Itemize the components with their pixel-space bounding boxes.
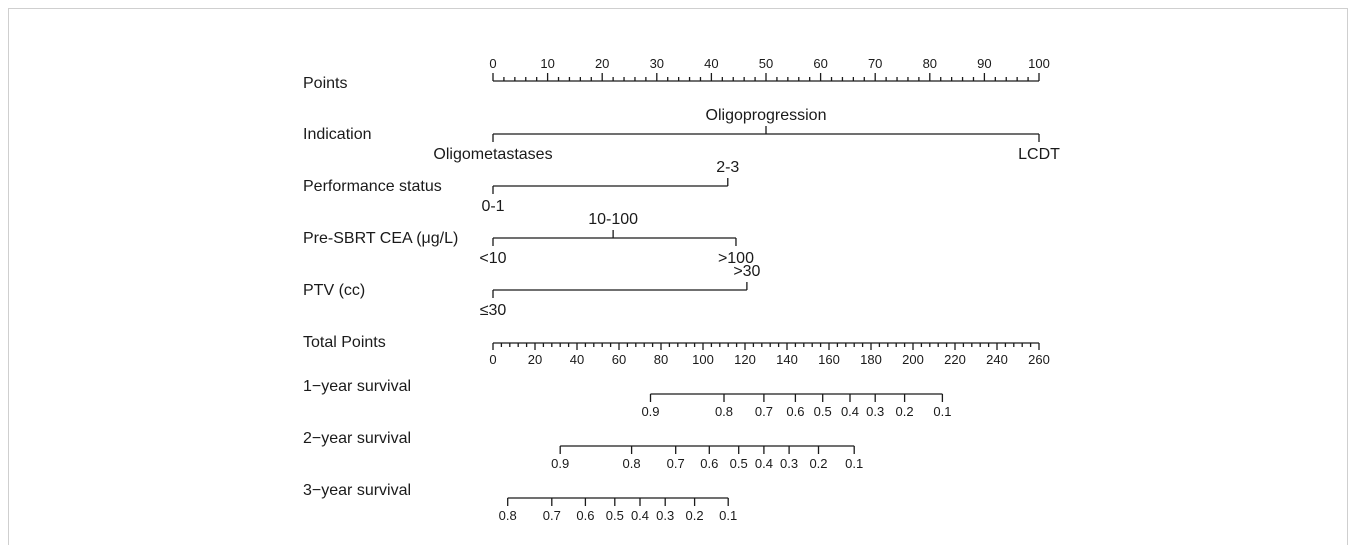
total-points-tick-label: 200 — [902, 352, 924, 367]
survival-tick-label-2: 0.2 — [686, 508, 704, 523]
points-tick-label: 50 — [759, 56, 773, 71]
total-points-tick-label: 240 — [986, 352, 1008, 367]
ptv-cc-level-label-30: >30 — [733, 263, 760, 280]
survival-tick-label-1: 0.3 — [780, 456, 798, 471]
performance-status-level-label-2-3: 2-3 — [716, 159, 739, 176]
total-points-tick-label: 120 — [734, 352, 756, 367]
survival-axis-label-2: 3−year survival — [303, 482, 411, 499]
total-points-tick-label: 140 — [776, 352, 798, 367]
points-tick-label: 80 — [923, 56, 937, 71]
survival-tick-label-0: 0.6 — [786, 404, 804, 419]
points-tick-label: 0 — [489, 56, 496, 71]
survival-tick-label-1: 0.7 — [667, 456, 685, 471]
indication-level-label-lcdt: LCDT — [1018, 146, 1060, 163]
points-tick-label: 10 — [540, 56, 554, 71]
indication-level-label-oligometastases: Oligometastases — [433, 146, 552, 163]
total-points-tick-label: 0 — [489, 352, 496, 367]
survival-tick-label-2: 0.7 — [543, 508, 561, 523]
survival-tick-label-0: 0.8 — [715, 404, 733, 419]
survival-tick-label-1: 0.6 — [700, 456, 718, 471]
survival-tick-label-2: 0.5 — [606, 508, 624, 523]
pre-sbrt-cea-g-l-level-label-100: >100 — [718, 250, 754, 267]
points-tick-label: 60 — [813, 56, 827, 71]
indication-label: Indication — [303, 126, 372, 143]
survival-tick-label-2: 0.4 — [631, 508, 649, 523]
points-tick-label: 90 — [977, 56, 991, 71]
survival-tick-label-1: 0.5 — [730, 456, 748, 471]
survival-tick-label-1: 0.9 — [551, 456, 569, 471]
ptv-cc-level-label-30: ≤30 — [480, 302, 507, 319]
indication-level-label-oligoprogression: Oligoprogression — [706, 107, 827, 124]
total-points-tick-label: 160 — [818, 352, 840, 367]
performance-status-level-label-0-1: 0-1 — [481, 198, 504, 215]
survival-tick-label-0: 0.3 — [866, 404, 884, 419]
survival-tick-label-0: 0.7 — [755, 404, 773, 419]
points-tick-label: 20 — [595, 56, 609, 71]
survival-tick-label-0: 0.4 — [841, 404, 859, 419]
points-tick-label: 70 — [868, 56, 882, 71]
survival-tick-label-1: 0.4 — [755, 456, 773, 471]
total-points-tick-label: 100 — [692, 352, 714, 367]
survival-tick-label-2: 0.1 — [719, 508, 737, 523]
survival-axis-label-1: 2−year survival — [303, 430, 411, 447]
total-points-axis-label: Total Points — [303, 334, 386, 351]
pre-sbrt-cea-g-l-level-label-10-100: 10-100 — [588, 211, 638, 228]
total-points-tick-label: 20 — [528, 352, 542, 367]
survival-tick-label-1: 0.2 — [809, 456, 827, 471]
points-tick-label: 30 — [650, 56, 664, 71]
ptv-cc-label: PTV (cc) — [303, 282, 365, 299]
survival-axis-label-0: 1−year survival — [303, 378, 411, 395]
figure-frame — [8, 8, 1348, 545]
survival-tick-label-1: 0.8 — [623, 456, 641, 471]
performance-status-label: Performance status — [303, 178, 442, 195]
points-tick-label: 100 — [1028, 56, 1050, 71]
survival-tick-label-0: 0.5 — [814, 404, 832, 419]
total-points-tick-label: 40 — [570, 352, 584, 367]
survival-tick-label-2: 0.3 — [656, 508, 674, 523]
points-tick-label: 40 — [704, 56, 718, 71]
survival-tick-label-1: 0.1 — [845, 456, 863, 471]
total-points-tick-label: 260 — [1028, 352, 1050, 367]
points-axis-label: Points — [303, 75, 347, 92]
total-points-tick-label: 220 — [944, 352, 966, 367]
pre-sbrt-cea-g-l-label: Pre-SBRT CEA (μg/L) — [303, 230, 458, 247]
total-points-tick-label: 180 — [860, 352, 882, 367]
pre-sbrt-cea-g-l-level-label-10: <10 — [479, 250, 506, 267]
survival-tick-label-0: 0.1 — [933, 404, 951, 419]
total-points-tick-label: 80 — [654, 352, 668, 367]
survival-tick-label-0: 0.9 — [641, 404, 659, 419]
survival-tick-label-0: 0.2 — [896, 404, 914, 419]
survival-tick-label-2: 0.8 — [499, 508, 517, 523]
total-points-tick-label: 60 — [612, 352, 626, 367]
survival-tick-label-2: 0.6 — [576, 508, 594, 523]
